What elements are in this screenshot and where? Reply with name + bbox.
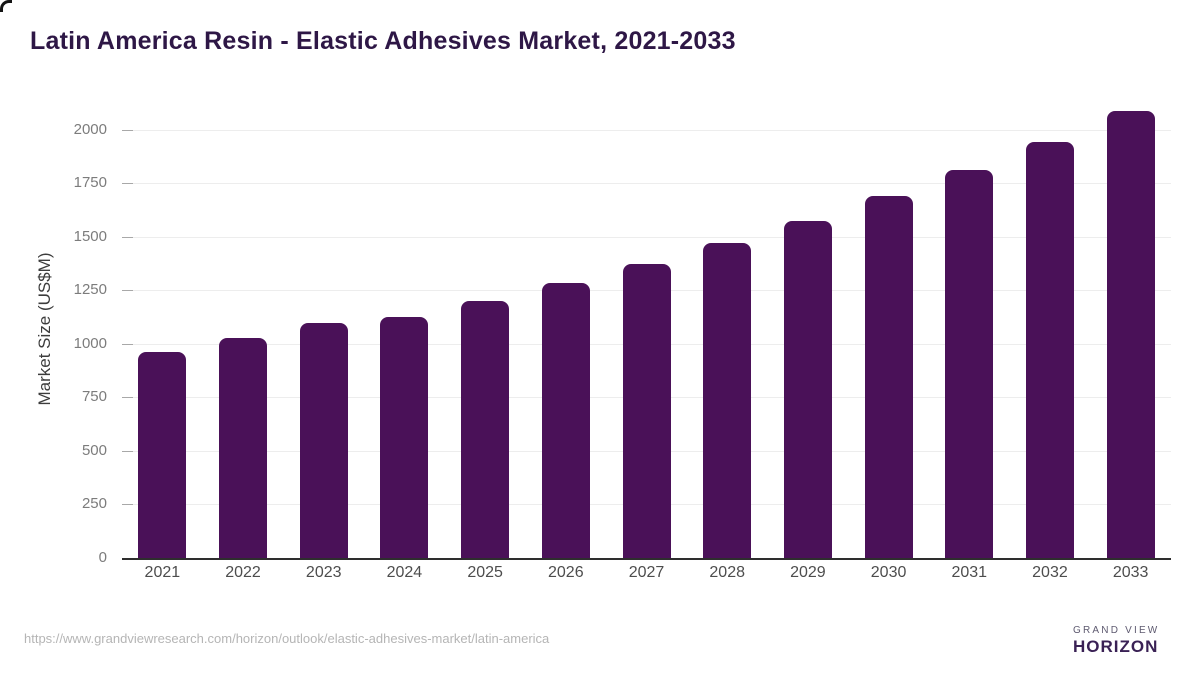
y-axis-tick-label: 500 xyxy=(81,441,107,459)
x-axis-labels: 2021 2022 2023 2024 2025 2026 2027 2028 2029 2030… xyxy=(122,564,1171,588)
y-axis-tick-label: 0 xyxy=(98,549,107,566)
y-axis-tick-mark xyxy=(122,290,133,292)
y-axis-tick-mark xyxy=(122,343,133,345)
x-axis-tick-label: 2026 xyxy=(548,564,584,581)
bar-2022[interactable] xyxy=(219,338,268,558)
x-axis-tick-label: 2032 xyxy=(1032,564,1068,581)
x-axis-tick-label: 2030 xyxy=(870,564,907,581)
gridline xyxy=(122,183,1171,185)
chart-title: Latin America Resin - Elastic Adhesives … xyxy=(30,27,736,55)
bar-2033[interactable] xyxy=(1106,110,1155,558)
y-axis-tick-label: 1250 xyxy=(73,281,107,299)
y-axis-tick-mark xyxy=(122,183,133,185)
y-axis-labels: 0 250 500 750 1000 1250 1500 1750 2000 xyxy=(0,100,107,566)
bar-2030[interactable] xyxy=(864,195,913,558)
y-axis-tick-label: 750 xyxy=(81,388,107,406)
plot-area xyxy=(122,100,1171,560)
y-axis-tick-label: 1750 xyxy=(73,174,107,192)
x-axis-tick-label: 2027 xyxy=(628,564,665,581)
x-axis-tick-label: 2033 xyxy=(1112,564,1149,581)
y-axis-tick-label: 250 xyxy=(81,495,107,513)
y-axis-tick-label: 2000 xyxy=(73,120,107,138)
x-axis-tick-label: 2021 xyxy=(144,564,181,581)
x-axis-tick-label: 2031 xyxy=(951,564,988,581)
x-axis-tick-label: 2029 xyxy=(790,564,826,581)
y-axis-tick-mark xyxy=(122,504,133,506)
bar-2023[interactable] xyxy=(299,322,348,558)
x-axis-tick-label: 2024 xyxy=(386,564,423,581)
y-axis-tick-mark xyxy=(122,236,133,238)
bar-2025[interactable] xyxy=(461,300,510,558)
gridline xyxy=(122,236,1171,238)
y-axis-tick-label: 1000 xyxy=(73,334,107,352)
x-axis-tick-label: 2028 xyxy=(709,564,745,581)
logo-reflection-bar-icon xyxy=(1037,649,1048,653)
bar-2026[interactable] xyxy=(541,283,590,558)
x-axis-tick-label: 2023 xyxy=(305,564,342,581)
y-axis-tick-mark xyxy=(122,397,133,399)
logo-horizon-text: HORIZON xyxy=(1073,636,1159,656)
corner-artifact xyxy=(0,0,12,12)
source-url: https://www.grandviewresearch.com/horizo… xyxy=(24,631,550,646)
bar-2027[interactable] xyxy=(622,264,671,558)
bar-2032[interactable] xyxy=(1025,142,1074,558)
bar-2029[interactable] xyxy=(783,221,832,558)
y-axis-tick-mark xyxy=(122,129,133,131)
y-axis-tick-label: 1500 xyxy=(73,227,107,245)
bar-2031[interactable] xyxy=(945,170,994,558)
gridline xyxy=(122,129,1171,131)
logo-reflection-bar-icon xyxy=(1034,643,1051,648)
grand-view-horizon-logo: GRAND VIEW HORIZON xyxy=(1021,619,1159,662)
logo-grand-view-text: GRAND VIEW xyxy=(1073,624,1160,636)
bar-2028[interactable] xyxy=(703,243,752,558)
bar-2024[interactable] xyxy=(380,316,429,558)
horizon-sunrise-icon xyxy=(1021,619,1064,662)
x-axis-tick-label: 2025 xyxy=(467,564,503,581)
x-axis-tick-label: 2022 xyxy=(225,564,261,581)
logo-text: GRAND VIEW HORIZON xyxy=(1073,625,1159,657)
bar-2021[interactable] xyxy=(138,352,187,558)
logo-sun-icon xyxy=(1033,631,1052,641)
y-axis-tick-mark xyxy=(122,450,133,452)
